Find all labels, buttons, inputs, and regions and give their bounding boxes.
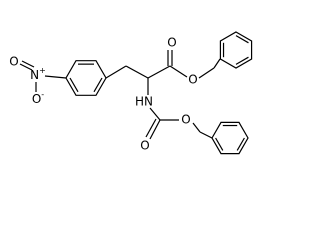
atom-symbol: O <box>32 92 41 106</box>
ring <box>211 121 249 155</box>
bond <box>169 65 188 78</box>
atom-label: O <box>9 55 18 69</box>
double-bond <box>235 56 249 65</box>
atom-charge: + <box>39 66 46 75</box>
atom-label: O <box>167 36 176 50</box>
atom-label: O <box>140 139 149 153</box>
atom-label: HN <box>135 95 153 109</box>
bond <box>213 58 221 69</box>
bonds <box>19 50 221 140</box>
double-bond <box>69 77 79 93</box>
atom-charge: - <box>41 90 44 99</box>
double-bond <box>236 137 245 151</box>
ring <box>219 31 253 69</box>
bond <box>145 118 157 138</box>
double-bond <box>93 77 103 93</box>
bond <box>147 65 171 79</box>
bond <box>19 63 33 71</box>
ring <box>65 60 107 96</box>
double-bond <box>235 35 249 44</box>
bond <box>105 65 127 79</box>
rings <box>65 31 253 155</box>
bond <box>192 122 201 133</box>
atom-label: O <box>181 113 190 127</box>
atom-label: O <box>188 73 197 87</box>
bond <box>21 60 35 68</box>
bond <box>199 131 213 139</box>
atom-label: O- <box>32 90 44 106</box>
bond <box>198 67 215 79</box>
bond <box>149 119 161 140</box>
bond <box>44 75 67 79</box>
structure: O N+ O- O O HN O O <box>9 31 253 155</box>
atom-symbol: N <box>30 68 39 82</box>
bond <box>125 65 149 79</box>
double-bond <box>215 137 224 151</box>
bond <box>149 107 161 121</box>
atom-label: N+ <box>30 66 46 82</box>
